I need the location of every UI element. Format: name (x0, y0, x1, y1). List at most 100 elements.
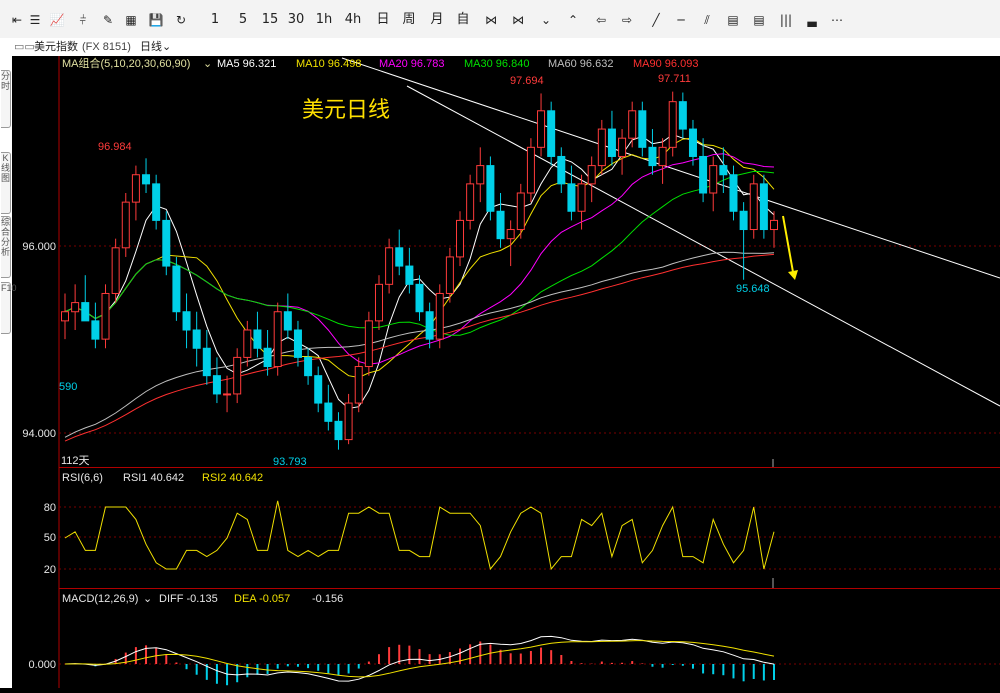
period-1h-button[interactable]: 1h (315, 12, 333, 27)
candle-body (466, 183, 475, 221)
candle-body (516, 192, 525, 231)
candle-body (749, 183, 758, 231)
chevron-down-icon[interactable]: ⌄ (143, 593, 152, 605)
ma20-value: MA20 96.783 (379, 58, 444, 70)
hline-icon[interactable]: ─ (677, 13, 685, 27)
candle-body (121, 201, 130, 249)
candle-body (223, 393, 232, 396)
move-left-icon[interactable]: ⋈ (512, 13, 524, 27)
candle-body (719, 165, 728, 176)
draw-tool-icon[interactable]: ✎ (102, 13, 114, 27)
period-day-button[interactable]: 日 (376, 12, 390, 27)
candle-body (729, 174, 738, 212)
candle-body (212, 375, 221, 395)
candle-body (131, 174, 140, 203)
period-5m-button[interactable]: 5 (238, 12, 248, 27)
candle-body (456, 219, 465, 258)
period-4h-button[interactable]: 4h (344, 12, 362, 27)
candle-body (648, 146, 657, 167)
table-icon[interactable]: ▤ (753, 13, 765, 27)
candle-body (567, 183, 576, 212)
line-chart-icon[interactable]: 📈 (49, 13, 65, 27)
compress-icon[interactable]: ⋈ (485, 13, 497, 27)
candlestick-icon[interactable]: ⫩ (79, 13, 87, 27)
y-axis-label: 96.000 (22, 241, 56, 253)
period-1m-button[interactable]: 1 (210, 12, 220, 27)
period-15m-button[interactable]: 15 (261, 12, 279, 27)
bars-icon[interactable]: ||| (779, 13, 793, 27)
trendline-icon[interactable]: ╱ (652, 13, 660, 27)
candle-body (152, 183, 161, 221)
tab-kline[interactable]: K线图 (1, 152, 11, 214)
rsi-line (64, 500, 775, 571)
candle-body (385, 247, 394, 285)
back-icon[interactable]: ⇤ (11, 13, 23, 27)
candle-body (101, 292, 110, 340)
period-custom-button[interactable]: 自 (456, 12, 470, 27)
candle-body (506, 229, 515, 240)
text-tool-icon[interactable]: ▤ (727, 13, 739, 27)
candle-body (587, 165, 596, 185)
rsi-axis-label: 50 (44, 532, 56, 544)
expand-icon[interactable]: ⌃ (567, 13, 579, 27)
candle-body (638, 110, 647, 148)
candle-body (243, 329, 252, 358)
rsi2-value: RSI2 40.642 (202, 472, 263, 484)
rsi-axis-label: 80 (44, 502, 56, 514)
candle-body (324, 402, 333, 422)
high-label: 97.711 (658, 73, 691, 85)
high-label: 97.694 (510, 75, 544, 87)
channel-lower-line[interactable] (406, 85, 1000, 407)
chevron-down-icon[interactable]: ⌄ (203, 58, 212, 70)
tab-analysis[interactable]: 综合分析 (1, 216, 11, 278)
volume-icon[interactable]: ▃ (807, 13, 817, 27)
symbol-name: 美元指数 (34, 41, 78, 53)
period-30m-button[interactable]: 30 (287, 12, 305, 27)
parallel-lines-icon[interactable]: ⫽ (704, 13, 710, 27)
ma60-value: MA60 96.632 (548, 58, 613, 70)
period-month-button[interactable]: 月 (430, 12, 444, 27)
days-label: 112天 (61, 455, 90, 467)
candle-body (537, 110, 546, 148)
ma-group-label: MA组合(5,10,20,30,60,90) (62, 56, 190, 70)
refresh-icon[interactable]: ↻ (175, 13, 187, 27)
scroll-left-icon[interactable]: ⇦ (595, 13, 607, 27)
candle-body (557, 155, 566, 185)
save-icon[interactable]: 💾 (148, 13, 164, 27)
tab-f10[interactable]: F10 (1, 282, 17, 334)
candle-body (739, 210, 748, 231)
candle-body (61, 311, 69, 322)
low-label: 95.648 (736, 283, 770, 295)
ma10-line (64, 137, 775, 379)
period-week-button[interactable]: 周 (402, 12, 416, 27)
candle-body (597, 128, 606, 167)
candle-body (263, 347, 272, 368)
scroll-right-icon[interactable]: ⇨ (621, 13, 633, 27)
period-selector[interactable]: 日线⌄ (140, 41, 172, 53)
candle-body (314, 375, 323, 404)
symbol-code: (FX 8151) (82, 41, 131, 53)
ma90-value: MA90 96.093 (633, 58, 698, 70)
candle-body (607, 128, 616, 157)
tab-timeshare[interactable]: 分时 (1, 70, 11, 128)
candle-body (658, 146, 667, 167)
candle-body (162, 219, 171, 267)
ma30-value: MA30 96.840 (464, 58, 529, 70)
candle-body (577, 183, 586, 212)
list-icon[interactable]: ☰ (29, 13, 41, 27)
candle-body (496, 210, 505, 240)
chart-area[interactable]: 96.000 94.000 80 50 20 0.000 MA组合(5,10,2… (12, 56, 1000, 688)
ma30-line (64, 170, 775, 336)
collapse-icon[interactable]: ⌄ (540, 13, 552, 27)
candle-body (172, 265, 181, 313)
chevron-down-icon: ⌄ (162, 41, 172, 53)
ma5-value: MA5 96.321 (217, 58, 276, 70)
channel-upper-line[interactable] (341, 57, 1000, 279)
candle-body (293, 329, 302, 358)
more-icon[interactable]: ⋯ (831, 13, 843, 27)
candle-body (182, 311, 191, 331)
candle-body (486, 165, 495, 212)
title-bar: ▭▭ 美元指数 (FX 8151) 日线⌄ (0, 38, 1000, 56)
data-window-icon[interactable]: ▦ (125, 13, 137, 27)
candle-body (344, 402, 353, 441)
